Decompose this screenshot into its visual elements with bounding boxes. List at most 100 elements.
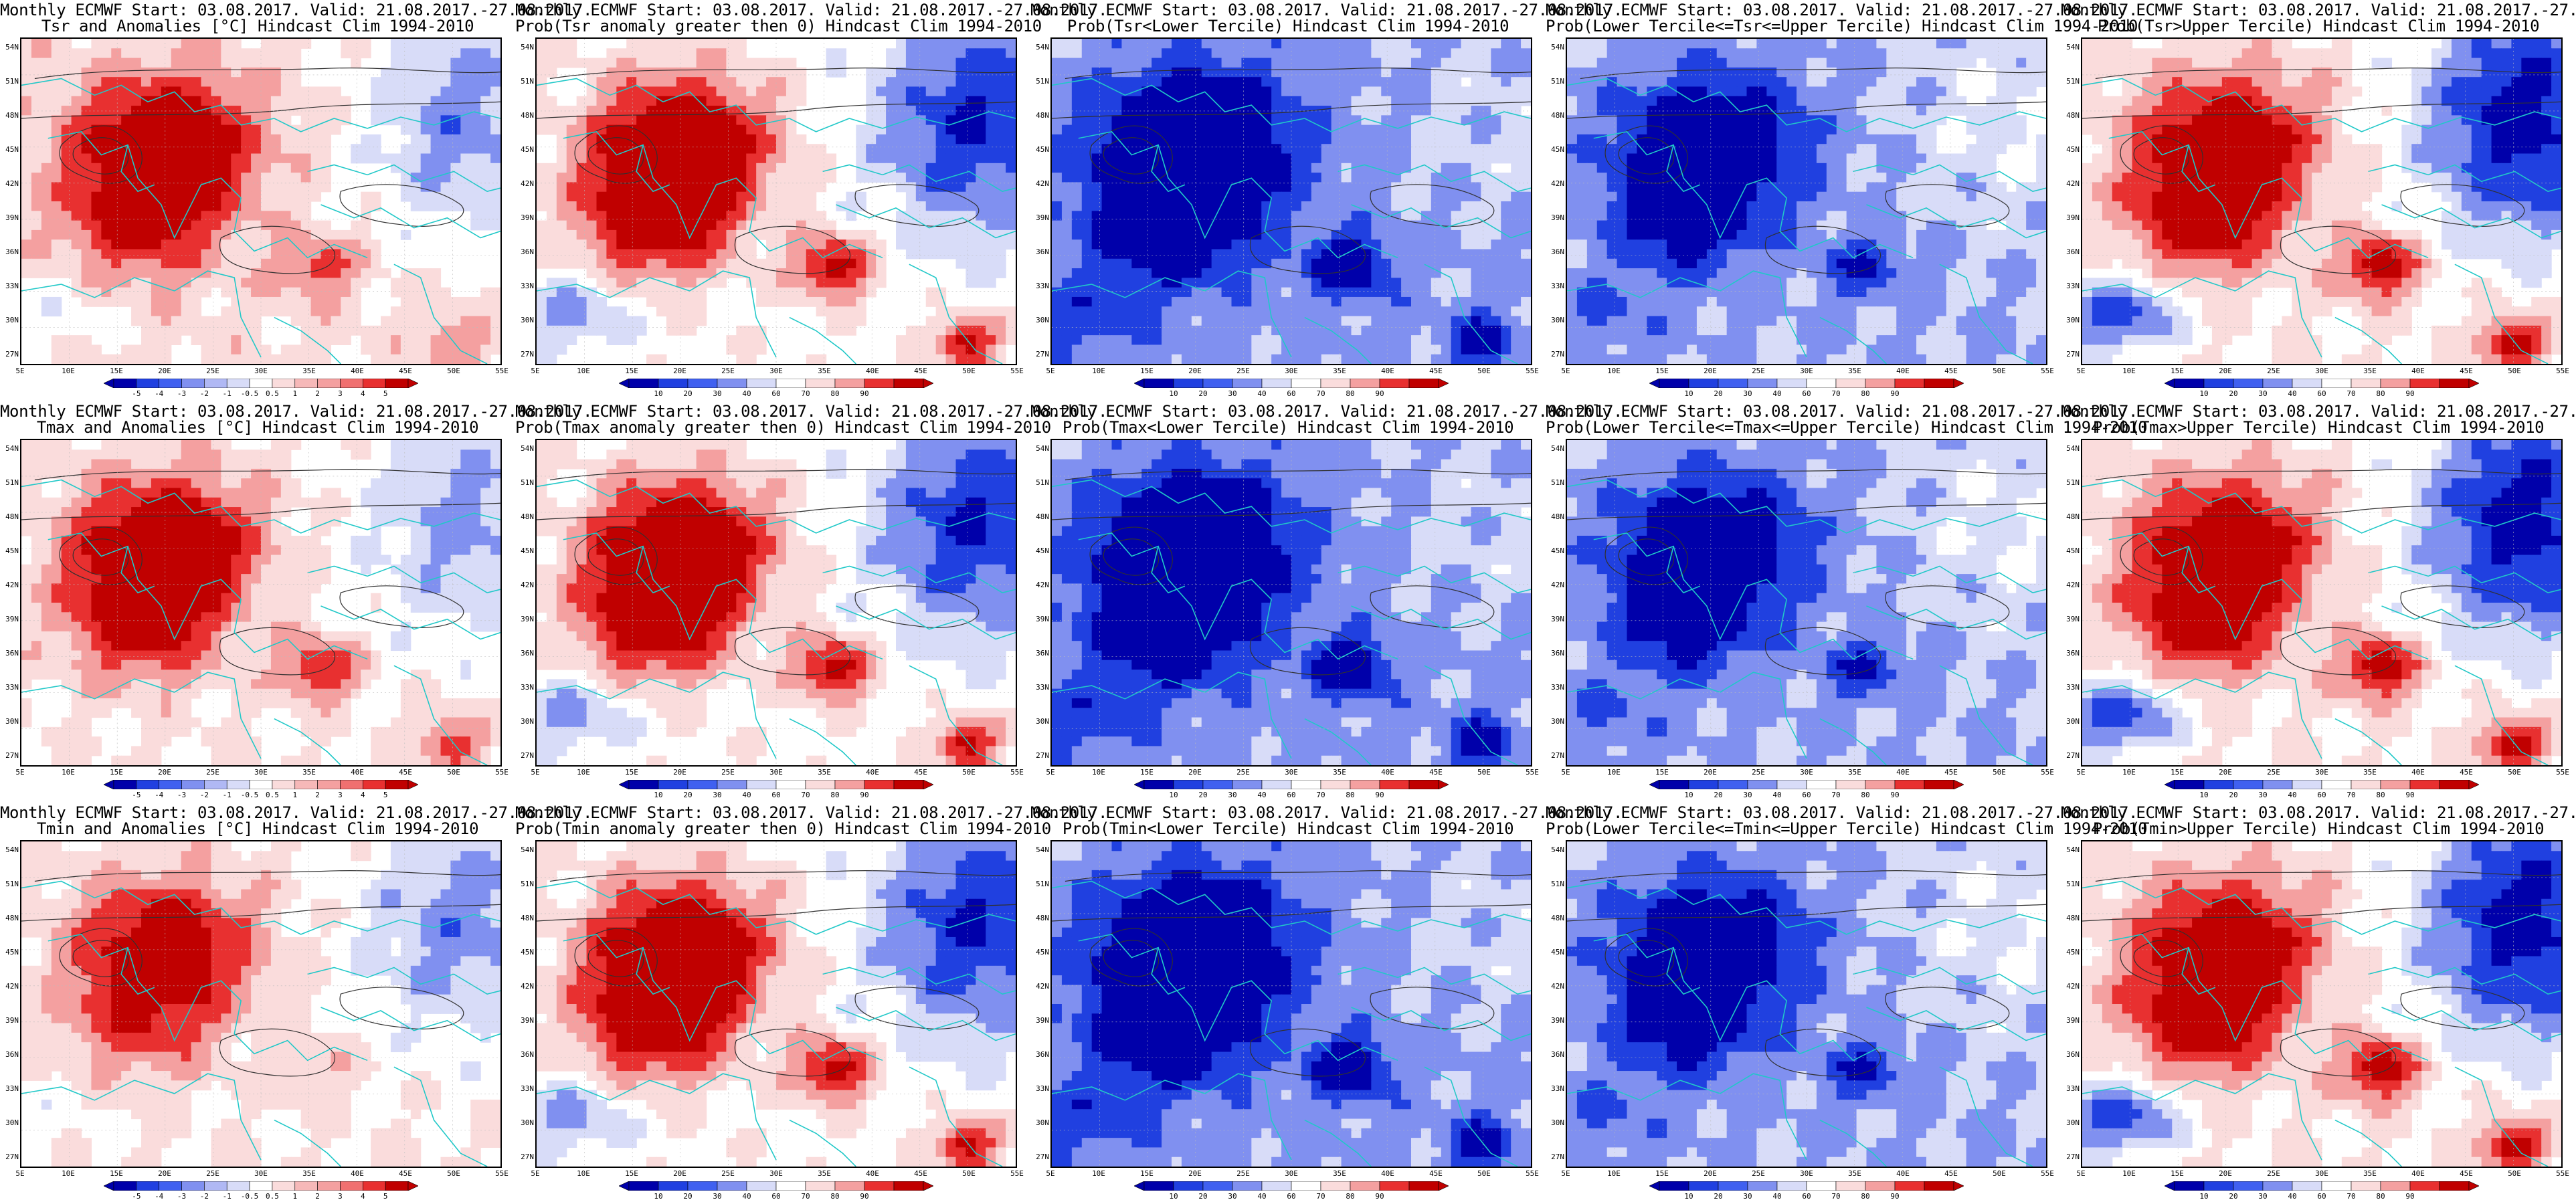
colorbar-tick-label: 40 xyxy=(2288,389,2296,398)
panel-title: Prob(Tmax anomaly greater then 0) Hindca… xyxy=(515,419,1051,436)
latitude-label: 51N xyxy=(1030,77,1049,86)
colorbar-swatch xyxy=(363,379,386,388)
colorbar-arrow-left xyxy=(104,379,114,388)
lat-lon-grid xyxy=(1052,39,1531,364)
colorbar-swatch xyxy=(385,780,409,789)
map-frame xyxy=(1050,37,1532,365)
colorbar-swatch xyxy=(1865,1181,1896,1191)
colorbar-swatch xyxy=(2439,1181,2470,1191)
colorbar-swatch xyxy=(628,780,659,789)
colorbar-tick-label: 10 xyxy=(654,791,662,799)
panel-title: Prob(Tsr>Upper Tercile) Hindcast Clim 19… xyxy=(2061,17,2576,35)
longitude-label: 10E xyxy=(2122,768,2136,777)
contour-lines xyxy=(1052,469,1531,676)
colorbar-swatch xyxy=(805,379,836,388)
contour-lines xyxy=(21,68,500,274)
colorbar xyxy=(1649,379,1964,388)
latitude-label: 36N xyxy=(0,247,19,256)
colorbar-tick-label: 40 xyxy=(1772,389,1781,398)
colorbar-swatch xyxy=(1806,780,1837,789)
contour-lines xyxy=(2082,870,2561,1077)
panel-header: Monthly ECMWF Start: 03.08.2017. Valid: … xyxy=(0,1,593,19)
colorbar-tick-label: 30 xyxy=(713,1192,721,1201)
latitude-label: 30N xyxy=(0,1118,19,1127)
longitude-label: 40E xyxy=(2411,768,2425,777)
colorbar-tick-label: 80 xyxy=(830,791,839,799)
longitude-label: 45E xyxy=(2460,768,2473,777)
shaded-field xyxy=(21,39,500,364)
longitude-label: 15E xyxy=(1655,367,1669,375)
longitude-label: 10E xyxy=(2122,367,2136,375)
colorbar-arrow-left xyxy=(1649,1181,1660,1191)
colorbar-swatch xyxy=(226,1181,250,1191)
shaded-field xyxy=(1567,440,2046,765)
colorbar-tick-label: 60 xyxy=(1802,1192,1811,1201)
colorbar-swatch xyxy=(746,1181,777,1191)
colorbar-tick-label: 40 xyxy=(742,791,751,799)
colorbar-ticks: 10 20 30 40 60 70 80 90 xyxy=(619,1192,933,1201)
latitude-label: 30N xyxy=(515,1118,534,1127)
longitude-label: 30E xyxy=(769,1169,783,1178)
colorbar-tick-label: 20 xyxy=(1198,791,1207,799)
colorbar-tick-label: 20 xyxy=(1714,389,1722,398)
colorbar-swatch xyxy=(2439,379,2470,388)
colorbar-tick-label: 90 xyxy=(1375,1192,1384,1201)
latitude-label: 48N xyxy=(2061,914,2080,922)
colorbar-tick-label: 30 xyxy=(1228,389,1236,398)
shaded-field xyxy=(1052,39,1531,364)
colorbar-swatch xyxy=(1894,780,1925,789)
shaded-field xyxy=(537,841,1016,1167)
latitude-label: 39N xyxy=(2061,615,2080,623)
latitude-label: 27N xyxy=(515,350,534,359)
map-frame xyxy=(1566,37,2047,365)
longitude-label: 20E xyxy=(1188,768,1202,777)
colorbar-tick-label: 90 xyxy=(1375,791,1384,799)
colorbar-tick-label: 20 xyxy=(2229,1192,2237,1201)
longitude-label: 5E xyxy=(1561,367,1570,375)
latitude-label: 39N xyxy=(0,1016,19,1025)
longitude-label: 30E xyxy=(1285,768,1298,777)
latitude-label: 39N xyxy=(1030,213,1049,222)
map-panel-10: Monthly ECMWF Start: 03.08.2017. Valid: … xyxy=(2061,401,2576,803)
colorbar-swatch xyxy=(294,379,318,388)
colorbar-swatch xyxy=(1835,780,1866,789)
latitude-label: 54N xyxy=(2061,845,2080,854)
panel-title: Prob(Lower Tercile<=Tsr<=Upper Tercile) … xyxy=(1546,17,2138,35)
latitude-label: 30N xyxy=(1030,1118,1049,1127)
longitude-label: 55E xyxy=(2041,367,2054,375)
colorbar-swatch xyxy=(2174,1181,2205,1191)
longitude-label: 5E xyxy=(2076,367,2085,375)
colorbar-swatches xyxy=(619,379,933,388)
latitude-label: 51N xyxy=(2061,478,2080,487)
longitude-label: 35E xyxy=(1848,1169,1861,1178)
colorbar-swatch xyxy=(1718,1181,1748,1191)
latitude-label: 51N xyxy=(0,77,19,86)
latitude-label: 36N xyxy=(515,649,534,658)
longitude-label: 50E xyxy=(447,1169,460,1178)
colorbar-swatch xyxy=(1232,780,1263,789)
panel-title: Prob(Tmax<Lower Tercile) Hindcast Clim 1… xyxy=(1030,419,1546,436)
colorbar-tick-label: 70 xyxy=(2347,791,2355,799)
longitude-label: 10E xyxy=(62,768,75,777)
colorbar-tick-label: 80 xyxy=(2376,791,2385,799)
latitude-label: 42N xyxy=(1546,982,1564,991)
colorbar-swatch xyxy=(113,1181,137,1191)
longitude-label: 5E xyxy=(531,1169,539,1178)
latitude-label: 33N xyxy=(1030,1084,1049,1093)
map-frame xyxy=(20,439,502,767)
longitude-label: 55E xyxy=(2556,768,2569,777)
latitude-label: 51N xyxy=(1030,880,1049,888)
colorbar-swatch xyxy=(2321,379,2352,388)
colorbar-swatch xyxy=(272,379,296,388)
colorbar-arrow-right xyxy=(1438,379,1449,388)
colorbar-swatch xyxy=(717,1181,747,1191)
colorbar-tick-label: 0.5 xyxy=(266,1192,279,1201)
colorbar-arrow-right xyxy=(407,1181,418,1191)
longitude-label: 25E xyxy=(1752,367,1765,375)
latitude-label: 30N xyxy=(1546,316,1564,324)
forecast-field xyxy=(1052,39,1531,364)
colorbar-swatch xyxy=(1232,379,1263,388)
contour-lines xyxy=(21,870,500,1077)
colorbar-arrow-right xyxy=(1438,780,1449,789)
longitude-label: 45E xyxy=(1944,1169,1958,1178)
